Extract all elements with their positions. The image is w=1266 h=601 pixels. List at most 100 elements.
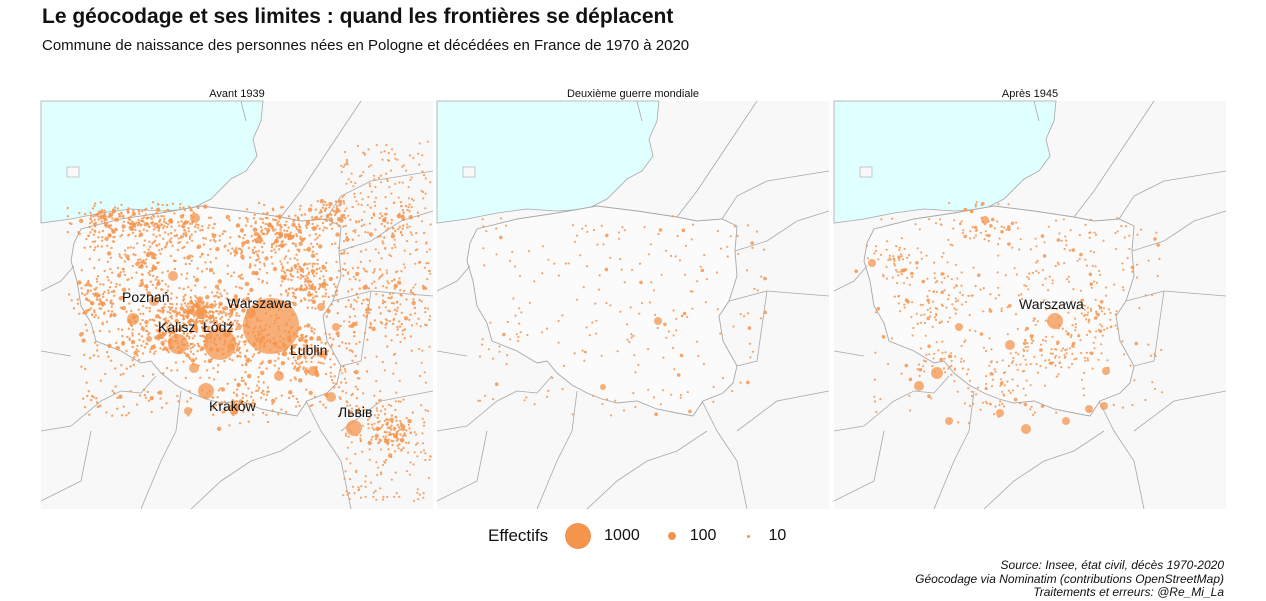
commune-point xyxy=(692,223,695,226)
commune-point xyxy=(318,234,321,237)
city-point xyxy=(945,417,953,425)
city-label: Kalisz xyxy=(158,319,195,335)
commune-point xyxy=(954,312,957,315)
commune-point xyxy=(346,404,349,407)
commune-point xyxy=(960,220,963,223)
commune-point xyxy=(242,379,245,382)
commune-point xyxy=(1030,342,1033,345)
commune-point xyxy=(387,309,390,312)
commune-point xyxy=(260,370,265,376)
commune-point xyxy=(389,404,393,407)
commune-point xyxy=(212,317,216,320)
commune-point xyxy=(170,237,173,240)
commune-point xyxy=(98,231,101,234)
commune-point xyxy=(745,269,749,272)
commune-point xyxy=(1026,345,1030,348)
country-border xyxy=(240,100,247,122)
commune-point xyxy=(93,294,96,297)
commune-point xyxy=(316,200,319,203)
commune-point xyxy=(175,320,179,323)
commune-point xyxy=(1099,273,1102,276)
commune-point xyxy=(332,338,335,341)
commune-point xyxy=(929,315,932,318)
commune-point xyxy=(348,325,351,328)
commune-point xyxy=(350,441,353,444)
commune-point xyxy=(1029,384,1032,387)
commune-point xyxy=(279,284,283,287)
city-point xyxy=(868,259,876,267)
commune-point xyxy=(341,196,344,199)
commune-point xyxy=(374,286,377,290)
commune-point xyxy=(272,266,278,272)
commune-point xyxy=(350,246,353,249)
commune-point xyxy=(959,223,962,226)
city-point xyxy=(346,420,362,436)
commune-point xyxy=(1158,257,1161,260)
commune-point xyxy=(219,317,222,321)
commune-point xyxy=(169,311,172,315)
commune-point xyxy=(240,401,244,404)
commune-point xyxy=(1156,274,1159,278)
commune-point xyxy=(894,269,898,272)
commune-point xyxy=(1007,364,1011,367)
commune-point xyxy=(93,311,96,314)
commune-point xyxy=(307,207,313,212)
legend: Effectifs 1000 100 10 xyxy=(488,520,802,552)
commune-point xyxy=(324,209,327,213)
commune-point xyxy=(257,249,260,253)
commune-point xyxy=(1028,272,1031,275)
commune-point xyxy=(333,386,336,389)
commune-point xyxy=(483,264,486,267)
commune-point xyxy=(915,312,918,315)
commune-point xyxy=(264,227,267,230)
commune-point xyxy=(341,267,345,271)
commune-point xyxy=(287,292,290,295)
commune-point xyxy=(281,265,284,268)
commune-point xyxy=(104,223,108,226)
commune-point xyxy=(317,361,320,364)
commune-point xyxy=(349,218,352,221)
commune-point xyxy=(148,310,152,313)
commune-point xyxy=(125,254,130,259)
commune-point xyxy=(1115,247,1118,251)
commune-point xyxy=(176,248,180,252)
commune-point xyxy=(367,440,372,446)
commune-point xyxy=(348,492,351,495)
commune-point xyxy=(299,277,302,280)
commune-point xyxy=(334,212,338,215)
commune-point xyxy=(880,218,883,221)
commune-point xyxy=(968,404,972,407)
commune-point xyxy=(141,304,145,308)
commune-point xyxy=(163,303,167,306)
commune-point xyxy=(78,312,81,315)
commune-point xyxy=(749,342,752,345)
commune-point xyxy=(112,236,115,239)
commune-point xyxy=(393,243,396,246)
commune-point xyxy=(86,292,89,295)
commune-point xyxy=(553,262,556,265)
city-point xyxy=(229,404,239,414)
commune-point xyxy=(398,325,402,328)
commune-point xyxy=(1024,346,1027,349)
commune-point xyxy=(526,334,529,337)
commune-point xyxy=(1000,230,1004,234)
commune-point xyxy=(392,302,396,305)
commune-point xyxy=(162,220,166,223)
commune-point xyxy=(291,242,294,245)
commune-point xyxy=(308,390,313,396)
commune-point xyxy=(207,216,211,219)
commune-point xyxy=(310,253,316,258)
commune-point xyxy=(362,314,366,317)
commune-point xyxy=(235,285,238,288)
commune-point xyxy=(142,244,146,247)
country-border xyxy=(833,430,885,502)
commune-point xyxy=(291,362,294,365)
legend-label-1000: 1000 xyxy=(604,527,640,544)
commune-point xyxy=(212,320,215,323)
commune-point xyxy=(353,330,356,334)
commune-point xyxy=(1067,280,1071,283)
commune-point xyxy=(335,382,338,386)
commune-point xyxy=(629,306,632,309)
commune-point xyxy=(102,283,105,286)
commune-point xyxy=(187,302,190,305)
